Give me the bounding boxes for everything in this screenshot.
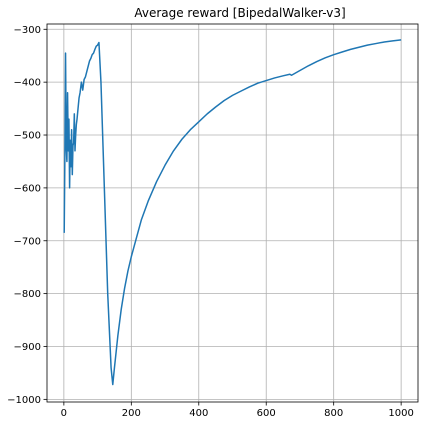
ticks: 0 200 400 600 800 1000 −1000 −900 −800 −700 −600 −5… [7, 25, 414, 419]
x-tick-label: 0 [61, 408, 67, 419]
plot-frame [46, 23, 419, 403]
x-tick-label: 800 [324, 408, 343, 419]
y-tick-label: −600 [14, 183, 41, 194]
chart-title: Average reward [BipedalWalker-v3] [134, 6, 345, 20]
y-tick-label: −500 [14, 131, 41, 142]
x-tick-label: 400 [189, 408, 208, 419]
axes [46, 23, 419, 403]
x-tick-label: 200 [122, 408, 141, 419]
grid [47, 24, 418, 402]
series [63, 39, 402, 386]
x-tick-label: 600 [257, 408, 276, 419]
y-tick-label: −400 [14, 78, 41, 89]
y-tick-label: −300 [14, 25, 41, 36]
y-tick-label: −700 [14, 236, 41, 247]
series-line [63, 39, 402, 386]
x-tick-label: 1000 [388, 408, 413, 419]
y-tick-label: −900 [14, 342, 41, 353]
y-tick-label: −1000 [7, 395, 41, 406]
y-tick-label: −800 [14, 289, 41, 300]
